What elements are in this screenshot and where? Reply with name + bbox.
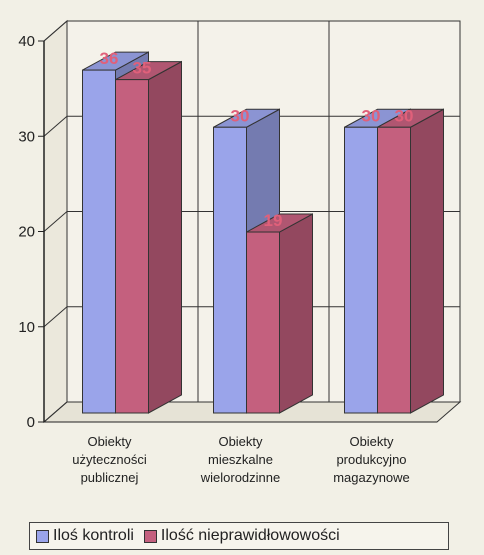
- category-label-0-line-0: Obiekty: [87, 434, 132, 449]
- category-label-1-line-2: wielorodzinne: [200, 470, 281, 485]
- y-tick-label-4: 40: [18, 33, 35, 50]
- y-tick-label-1: 10: [18, 319, 35, 336]
- y-tick-label-3: 30: [18, 128, 35, 145]
- legend-swatch-series-1: [36, 529, 49, 543]
- bar-side-0-1: [148, 60, 182, 414]
- category-label-2-line-2: magazynowe: [333, 470, 410, 485]
- bar-chart: 36 35 30 19 30 30 0 10 20 30 40 Obiekty użytecznoś…: [18, 19, 462, 485]
- category-label-1-line-0: Obiekty: [218, 434, 263, 449]
- category-label-1-line-1: mieszkalne: [208, 452, 273, 467]
- bar-front-2-1: [377, 126, 411, 414]
- category-label-1: Obiekty mieszkalne wielorodzinne: [200, 434, 281, 485]
- gridline-side-0: [43, 401, 68, 423]
- data-label-2-0: 30: [362, 106, 381, 125]
- bar-front-2-0: [344, 126, 378, 414]
- bar-front-0-1: [115, 79, 149, 414]
- bars: [82, 51, 444, 414]
- category-label-0: Obiekty użyteczności publicznej: [72, 434, 147, 485]
- category-label-0-line-1: użyteczności: [72, 452, 147, 467]
- data-label-0-0: 36: [100, 49, 119, 68]
- category-label-2: Obiekty produkcyjno magazynowe: [333, 434, 410, 485]
- bar-front-0-0: [82, 69, 116, 414]
- category-label-2-line-1: produkcyjno: [336, 452, 406, 467]
- axes: [38, 40, 437, 423]
- bar-1-1: [246, 213, 313, 414]
- legend-item-series-1: Iloś kontroli: [36, 527, 134, 545]
- category-label-0-line-2: publicznej: [81, 470, 139, 485]
- bar-front-1-1: [246, 231, 280, 414]
- bar-front-1-0: [213, 126, 247, 414]
- data-label-1-1: 19: [264, 211, 283, 230]
- gridline-side-4: [43, 20, 68, 42]
- legend: Iloś kontroli Ilość nieprawidłowowości: [29, 522, 449, 550]
- gridline-side-2: [43, 211, 68, 232]
- bar-2-1: [377, 108, 444, 414]
- bar-side-2-1: [410, 108, 444, 414]
- category-label-2-line-0: Obiekty: [349, 434, 394, 449]
- bar-0-1: [115, 60, 182, 414]
- legend-label-series-2: Ilość nieprawidłowowości: [160, 527, 340, 544]
- data-labels: 36 35 30 19 30 30: [100, 49, 414, 230]
- gridline-side-3: [43, 115, 68, 137]
- category-labels: Obiekty użyteczności publicznej Obiekty mies…: [72, 434, 410, 485]
- legend-swatch-series-2: [143, 529, 157, 543]
- gridline-side-1: [43, 306, 68, 328]
- data-label-1-0: 30: [231, 106, 250, 125]
- data-label-0-1: 35: [133, 59, 152, 78]
- legend-item-series-2: Ilość nieprawidłowowości: [143, 527, 340, 545]
- y-tick-labels: 0 10 20 30 40: [18, 33, 35, 431]
- y-tick-label-0: 0: [27, 414, 35, 431]
- data-label-2-1: 30: [395, 106, 414, 125]
- legend-label-series-1: Iloś kontroli: [53, 527, 134, 544]
- bar-side-1-1: [279, 213, 313, 414]
- y-tick-label-2: 20: [18, 224, 35, 241]
